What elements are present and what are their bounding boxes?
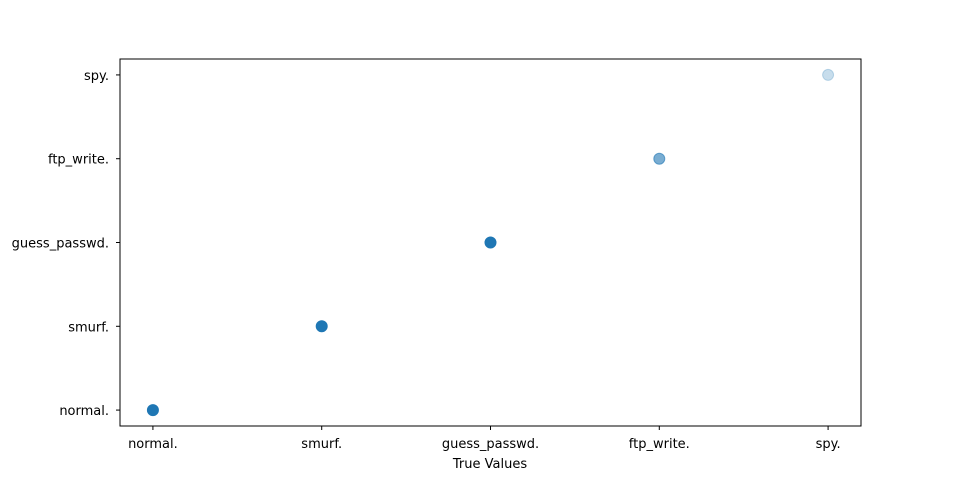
y-tick-label: spy. [84,69,109,84]
x-tick-label: spy. [816,437,841,452]
x-tick-label: normal. [128,437,178,452]
scatter-point [315,320,328,333]
x-axis-label: True Values [452,457,527,472]
x-tick-label: smurf. [301,437,342,452]
x-axis-ticks: normal. smurf. guess_passwd. ftp_write. spy. [128,426,841,452]
y-tick-label: normal. [59,404,109,419]
x-tick-label: ftp_write. [629,437,690,452]
scatter-point [146,404,159,417]
y-tick-label: smurf. [68,320,109,335]
scatter-point [653,152,666,165]
scatter-point [822,68,835,81]
y-axis-ticks: normal. smurf. guess_passwd. ftp_write. spy. [12,69,120,419]
y-tick-label: guess_passwd. [12,237,109,252]
scatter-point [484,236,497,249]
data-points [146,68,835,417]
x-tick-label: guess_passwd. [442,437,539,452]
y-tick-label: ftp_write. [48,153,109,168]
